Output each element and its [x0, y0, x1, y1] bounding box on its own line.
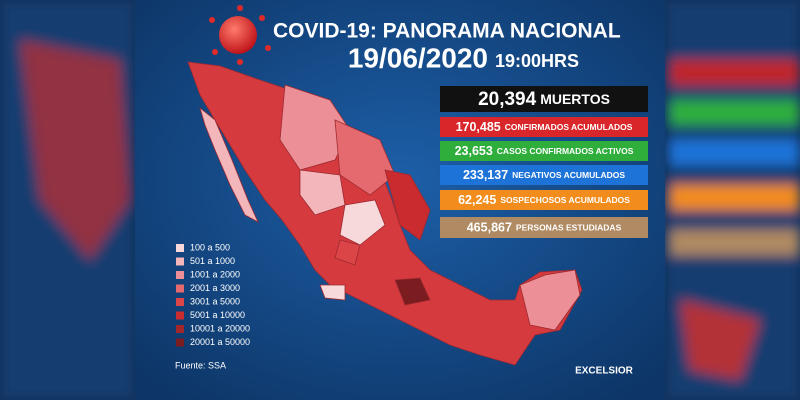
- stat-label: PERSONAS ESTUDIADAS: [516, 223, 622, 233]
- stat-value: 23,653: [455, 144, 493, 158]
- stat-label: SOSPECHOSOS ACUMULADOS: [500, 195, 630, 205]
- legend-swatch: [176, 284, 184, 293]
- stat-box: [440, 190, 648, 210]
- legend-label: 1001 a 2000: [190, 269, 240, 279]
- legend-label: 5001 a 10000: [190, 310, 245, 320]
- legend-label: 2001 a 3000: [190, 283, 240, 293]
- stat-value: 170,485: [456, 120, 501, 134]
- stat-box: [440, 117, 648, 137]
- stat-value: 465,867: [467, 221, 512, 235]
- legend-label: 3001 a 5000: [190, 296, 240, 306]
- legend-label: 20001 a 50000: [190, 337, 250, 347]
- legend-label: 501 a 1000: [190, 256, 235, 266]
- stat-box: [440, 141, 648, 161]
- stat-line: 465,867 PERSONAS ESTUDIADAS: [467, 221, 622, 235]
- stat-label: NEGATIVOS ACUMULADOS: [512, 170, 625, 180]
- stat-box: [440, 86, 648, 112]
- stat-line: 233,137 NEGATIVOS ACUMULADOS: [463, 168, 625, 182]
- time: 19:00HRS: [495, 51, 579, 71]
- stat-line: 62,245 SOSPECHOSOS ACUMULADOS: [458, 193, 630, 207]
- legend-label: 100 a 500: [190, 242, 230, 252]
- stats: 20,394 MUERTOS 170,485 CONFIRMADOS ACUMULAD…: [440, 86, 648, 238]
- stat-value: 233,137: [463, 168, 508, 182]
- legend: 100 a 500 501 a 1000 1001 a 2000 2001 a 300…: [176, 242, 250, 347]
- stat-label: CASOS CONFIRMADOS ACTIVOS: [497, 146, 634, 156]
- legend-swatch: [176, 244, 184, 252]
- legend-swatch: [176, 298, 184, 306]
- title: COVID-19: PANORAMA NACIONAL: [273, 20, 621, 43]
- stat-box: [440, 165, 648, 185]
- legend-swatch: [176, 338, 184, 347]
- stat-label: CONFIRMADOS ACUMULADOS: [505, 122, 633, 132]
- legend-swatch: [176, 311, 184, 320]
- source: Fuente: SSA: [175, 360, 226, 370]
- date: 19/06/2020: [348, 42, 488, 73]
- legend-swatch: [176, 325, 184, 333]
- stat-value: 62,245: [458, 193, 496, 207]
- brand: EXCELSIOR: [575, 366, 634, 377]
- stat-line: 23,653 CASOS CONFIRMADOS ACTIVOS: [455, 144, 634, 158]
- stat-line: 20,394 MUERTOS: [478, 89, 610, 110]
- map: [187, 61, 583, 366]
- stat-line: 170,485 CONFIRMADOS ACUMULADOS: [456, 120, 633, 134]
- stat-box: [440, 217, 648, 238]
- legend-label: 10001 a 20000: [190, 323, 250, 333]
- stat-label: MUERTOS: [540, 91, 610, 107]
- legend-swatch: [176, 257, 184, 266]
- legend-swatch: [176, 271, 184, 279]
- stat-value: 20,394: [478, 89, 537, 110]
- globe-icon: [209, 5, 271, 65]
